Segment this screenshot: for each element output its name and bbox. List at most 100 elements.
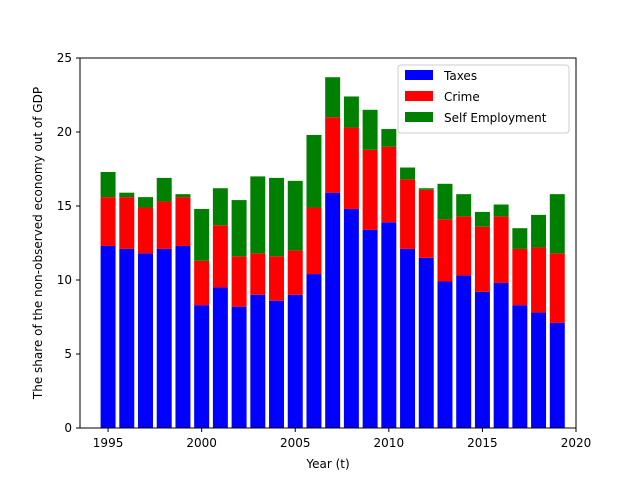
bar-crime-2019 <box>549 253 565 323</box>
bar-crime-1998 <box>156 201 172 249</box>
bar-crime-2009 <box>362 149 378 230</box>
x-tick-label-2010: 2010 <box>374 436 405 450</box>
bar-crime-2016 <box>493 216 509 283</box>
bar-self-employment-2006 <box>306 134 322 208</box>
bar-taxes-2006 <box>306 274 322 428</box>
bar-taxes-2016 <box>493 282 509 428</box>
y-tick-label-0: 0 <box>64 421 72 435</box>
bar-crime-2018 <box>531 247 547 313</box>
bar-self-employment-2014 <box>456 194 472 217</box>
bar-taxes-1996 <box>119 248 135 428</box>
bar-self-employment-2007 <box>325 77 341 118</box>
bar-crime-2008 <box>343 127 359 209</box>
bar-crime-2007 <box>325 117 341 193</box>
x-tick-label-2005: 2005 <box>280 436 311 450</box>
bar-crime-2011 <box>400 179 416 249</box>
bar-taxes-1997 <box>138 253 153 428</box>
bar-taxes-2013 <box>437 281 453 428</box>
bar-self-employment-2005 <box>287 180 303 251</box>
plot-frame <box>79 57 577 429</box>
x-tick-label-2000: 2000 <box>186 436 217 450</box>
bar-taxes-2012 <box>418 257 434 428</box>
y-tick-label-25: 25 <box>57 51 72 65</box>
bar-taxes-2011 <box>400 248 416 428</box>
x-tick-label-2015: 2015 <box>467 436 498 450</box>
bar-self-employment-2008 <box>343 96 359 128</box>
x-axis-label: Year (t) <box>305 457 349 471</box>
bar-taxes-2017 <box>512 305 528 428</box>
bar-crime-2004 <box>269 256 285 301</box>
bar-self-employment-1997 <box>138 197 153 208</box>
y-axis-ticks: 0 5 10 15 20 25 <box>57 51 80 435</box>
legend: Taxes Crime Self Employment <box>397 64 570 134</box>
legend-label-self-employment: Self Employment <box>444 111 547 125</box>
bar-self-employment-2002 <box>231 200 247 257</box>
bar-crime-2015 <box>474 226 490 292</box>
bar-crime-2000 <box>194 260 210 306</box>
bar-self-employment-2001 <box>212 188 228 226</box>
bar-crime-2006 <box>306 207 322 275</box>
bar-taxes-2004 <box>269 300 285 428</box>
bar-self-employment-1996 <box>119 192 135 198</box>
bar-self-employment-2013 <box>437 183 453 220</box>
bar-crime-2003 <box>250 253 266 295</box>
legend-swatch-self-employment <box>405 112 433 122</box>
y-tick-label-15: 15 <box>57 199 72 213</box>
bar-taxes-2010 <box>381 222 397 428</box>
bar-taxes-2000 <box>194 305 210 428</box>
bar-crime-2012 <box>418 189 434 258</box>
bars-layer <box>100 77 565 428</box>
bar-taxes-2001 <box>212 287 228 428</box>
legend-box <box>397 64 570 134</box>
bar-taxes-2009 <box>362 229 378 428</box>
bar-crime-1996 <box>119 197 135 249</box>
bar-self-employment-2016 <box>493 204 509 217</box>
bar-taxes-2019 <box>549 322 565 428</box>
bar-taxes-1995 <box>100 245 116 428</box>
legend-swatch-crime <box>405 91 433 101</box>
bar-crime-1997 <box>138 207 153 254</box>
bar-taxes-2003 <box>250 294 266 428</box>
legend-swatch-taxes <box>405 70 433 80</box>
x-tick-label-2020: 2020 <box>561 436 592 450</box>
bar-crime-2017 <box>512 248 528 306</box>
bar-self-employment-1995 <box>100 171 116 198</box>
y-tick-label-10: 10 <box>57 273 72 287</box>
bar-crime-1999 <box>175 197 191 246</box>
bar-taxes-2007 <box>325 192 341 428</box>
bar-self-employment-2004 <box>269 177 285 257</box>
bar-taxes-2018 <box>531 312 547 428</box>
y-axis-label: The share of the non-observed economy ou… <box>31 87 45 400</box>
bar-self-employment-2011 <box>400 167 416 180</box>
bar-self-employment-2019 <box>549 194 565 254</box>
x-tick-label-1995: 1995 <box>93 436 124 450</box>
bar-self-employment-2018 <box>531 214 547 248</box>
bar-self-employment-2003 <box>250 176 266 254</box>
bar-self-employment-1999 <box>175 194 191 198</box>
bar-self-employment-2000 <box>194 208 210 261</box>
bar-taxes-2008 <box>343 208 359 428</box>
y-tick-label-5: 5 <box>64 347 72 361</box>
y-tick-label-20: 20 <box>57 125 72 139</box>
bar-crime-2005 <box>287 250 303 295</box>
bar-crime-2014 <box>456 216 472 276</box>
bar-taxes-2014 <box>456 275 472 428</box>
bar-taxes-2005 <box>287 294 303 428</box>
bar-crime-2013 <box>437 219 453 282</box>
bar-crime-2002 <box>231 256 247 307</box>
bar-self-employment-2012 <box>418 188 434 190</box>
bar-taxes-1999 <box>175 245 191 428</box>
bar-crime-1995 <box>100 197 116 246</box>
bar-self-employment-2010 <box>381 129 397 147</box>
bar-self-employment-2009 <box>362 109 378 150</box>
bar-crime-2010 <box>381 146 397 223</box>
legend-label-crime: Crime <box>444 90 480 104</box>
x-axis-ticks: 1995 2000 2005 2010 2015 2020 <box>93 428 591 450</box>
bar-self-employment-2015 <box>474 211 490 227</box>
bar-self-employment-1998 <box>156 177 172 202</box>
bar-crime-2001 <box>212 225 228 288</box>
legend-label-taxes: Taxes <box>443 69 477 83</box>
bar-taxes-2002 <box>231 306 247 428</box>
bar-taxes-1998 <box>156 248 172 428</box>
